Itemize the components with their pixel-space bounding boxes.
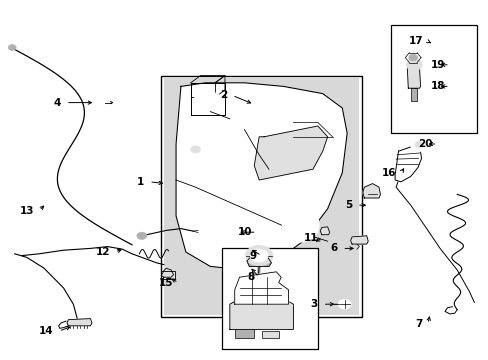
Text: 10: 10 [237, 227, 251, 237]
Circle shape [190, 146, 200, 153]
Text: 20: 20 [417, 139, 432, 149]
Text: 1: 1 [137, 177, 144, 187]
Circle shape [405, 52, 420, 63]
Text: 14: 14 [39, 326, 54, 336]
Circle shape [8, 45, 16, 50]
Text: 6: 6 [329, 243, 337, 253]
Text: 4: 4 [54, 98, 61, 108]
Circle shape [338, 300, 350, 309]
Text: 12: 12 [95, 247, 110, 257]
Circle shape [408, 54, 417, 61]
Text: 13: 13 [20, 206, 34, 216]
Text: 2: 2 [220, 90, 227, 100]
Polygon shape [254, 126, 327, 180]
Circle shape [245, 246, 272, 266]
Text: 19: 19 [430, 60, 444, 70]
Polygon shape [176, 83, 346, 270]
Circle shape [414, 141, 423, 148]
Ellipse shape [194, 92, 221, 106]
Text: 15: 15 [159, 278, 173, 288]
Polygon shape [229, 299, 293, 329]
Bar [390, 25, 476, 133]
Polygon shape [394, 147, 421, 182]
Bar [161, 271, 175, 279]
Polygon shape [246, 256, 271, 266]
Polygon shape [407, 65, 420, 88]
Circle shape [250, 249, 267, 262]
Polygon shape [320, 227, 329, 235]
Text: 5: 5 [344, 200, 351, 210]
Ellipse shape [229, 93, 264, 109]
Text: 11: 11 [303, 233, 317, 243]
Text: 7: 7 [415, 319, 422, 329]
Bar [161, 76, 361, 317]
Bar [234, 329, 254, 338]
Polygon shape [67, 319, 92, 326]
Text: 17: 17 [407, 36, 422, 46]
Bar [222, 248, 317, 349]
Circle shape [186, 143, 204, 156]
Circle shape [224, 231, 235, 240]
Circle shape [406, 59, 421, 71]
Bar [410, 88, 416, 101]
Bar [261, 331, 278, 338]
Text: 18: 18 [429, 81, 444, 91]
Text: 16: 16 [381, 168, 395, 178]
Polygon shape [234, 272, 288, 304]
Text: 9: 9 [249, 251, 256, 261]
Polygon shape [362, 184, 380, 198]
Text: 8: 8 [246, 272, 254, 282]
Circle shape [137, 232, 146, 239]
Text: 3: 3 [310, 299, 317, 309]
Bar [163, 77, 359, 315]
Circle shape [410, 138, 427, 151]
Ellipse shape [282, 208, 319, 242]
Polygon shape [350, 236, 367, 244]
Circle shape [98, 98, 112, 108]
